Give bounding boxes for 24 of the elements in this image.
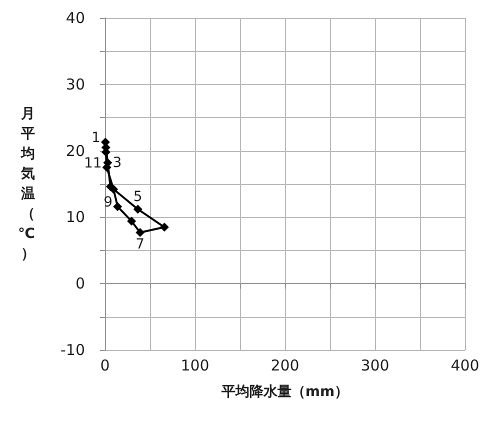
x-axis-title: 平均降水量（mm） [220, 384, 349, 400]
y-tick-label: 30 [66, 75, 85, 94]
annotation: 7 [136, 236, 145, 252]
point [136, 228, 145, 237]
point [160, 222, 169, 232]
x-tick-label: 200 [270, 356, 300, 374]
annotation: 1 [92, 130, 100, 146]
y-tick-label: 40 [66, 9, 85, 27]
x-tick-label: 0 [100, 356, 110, 374]
annotation: 11 [84, 155, 102, 172]
annotation: 3 [112, 154, 122, 171]
y-tick-label: 10 [66, 208, 85, 226]
point [127, 216, 136, 226]
y-tick-label: -10 [60, 341, 85, 359]
annotation: 5 [133, 189, 142, 206]
y-axis-title: 月平均気温（℃） [18, 106, 36, 262]
annotation: 9 [104, 194, 113, 211]
point [133, 204, 142, 214]
x-tick-label: 300 [360, 356, 390, 374]
x-tick-label: 100 [180, 356, 210, 374]
point [113, 202, 122, 212]
y-tick-label: 0 [75, 274, 85, 293]
x-tick-label: 400 [450, 356, 480, 374]
y-tick-label: 20 [66, 142, 85, 160]
